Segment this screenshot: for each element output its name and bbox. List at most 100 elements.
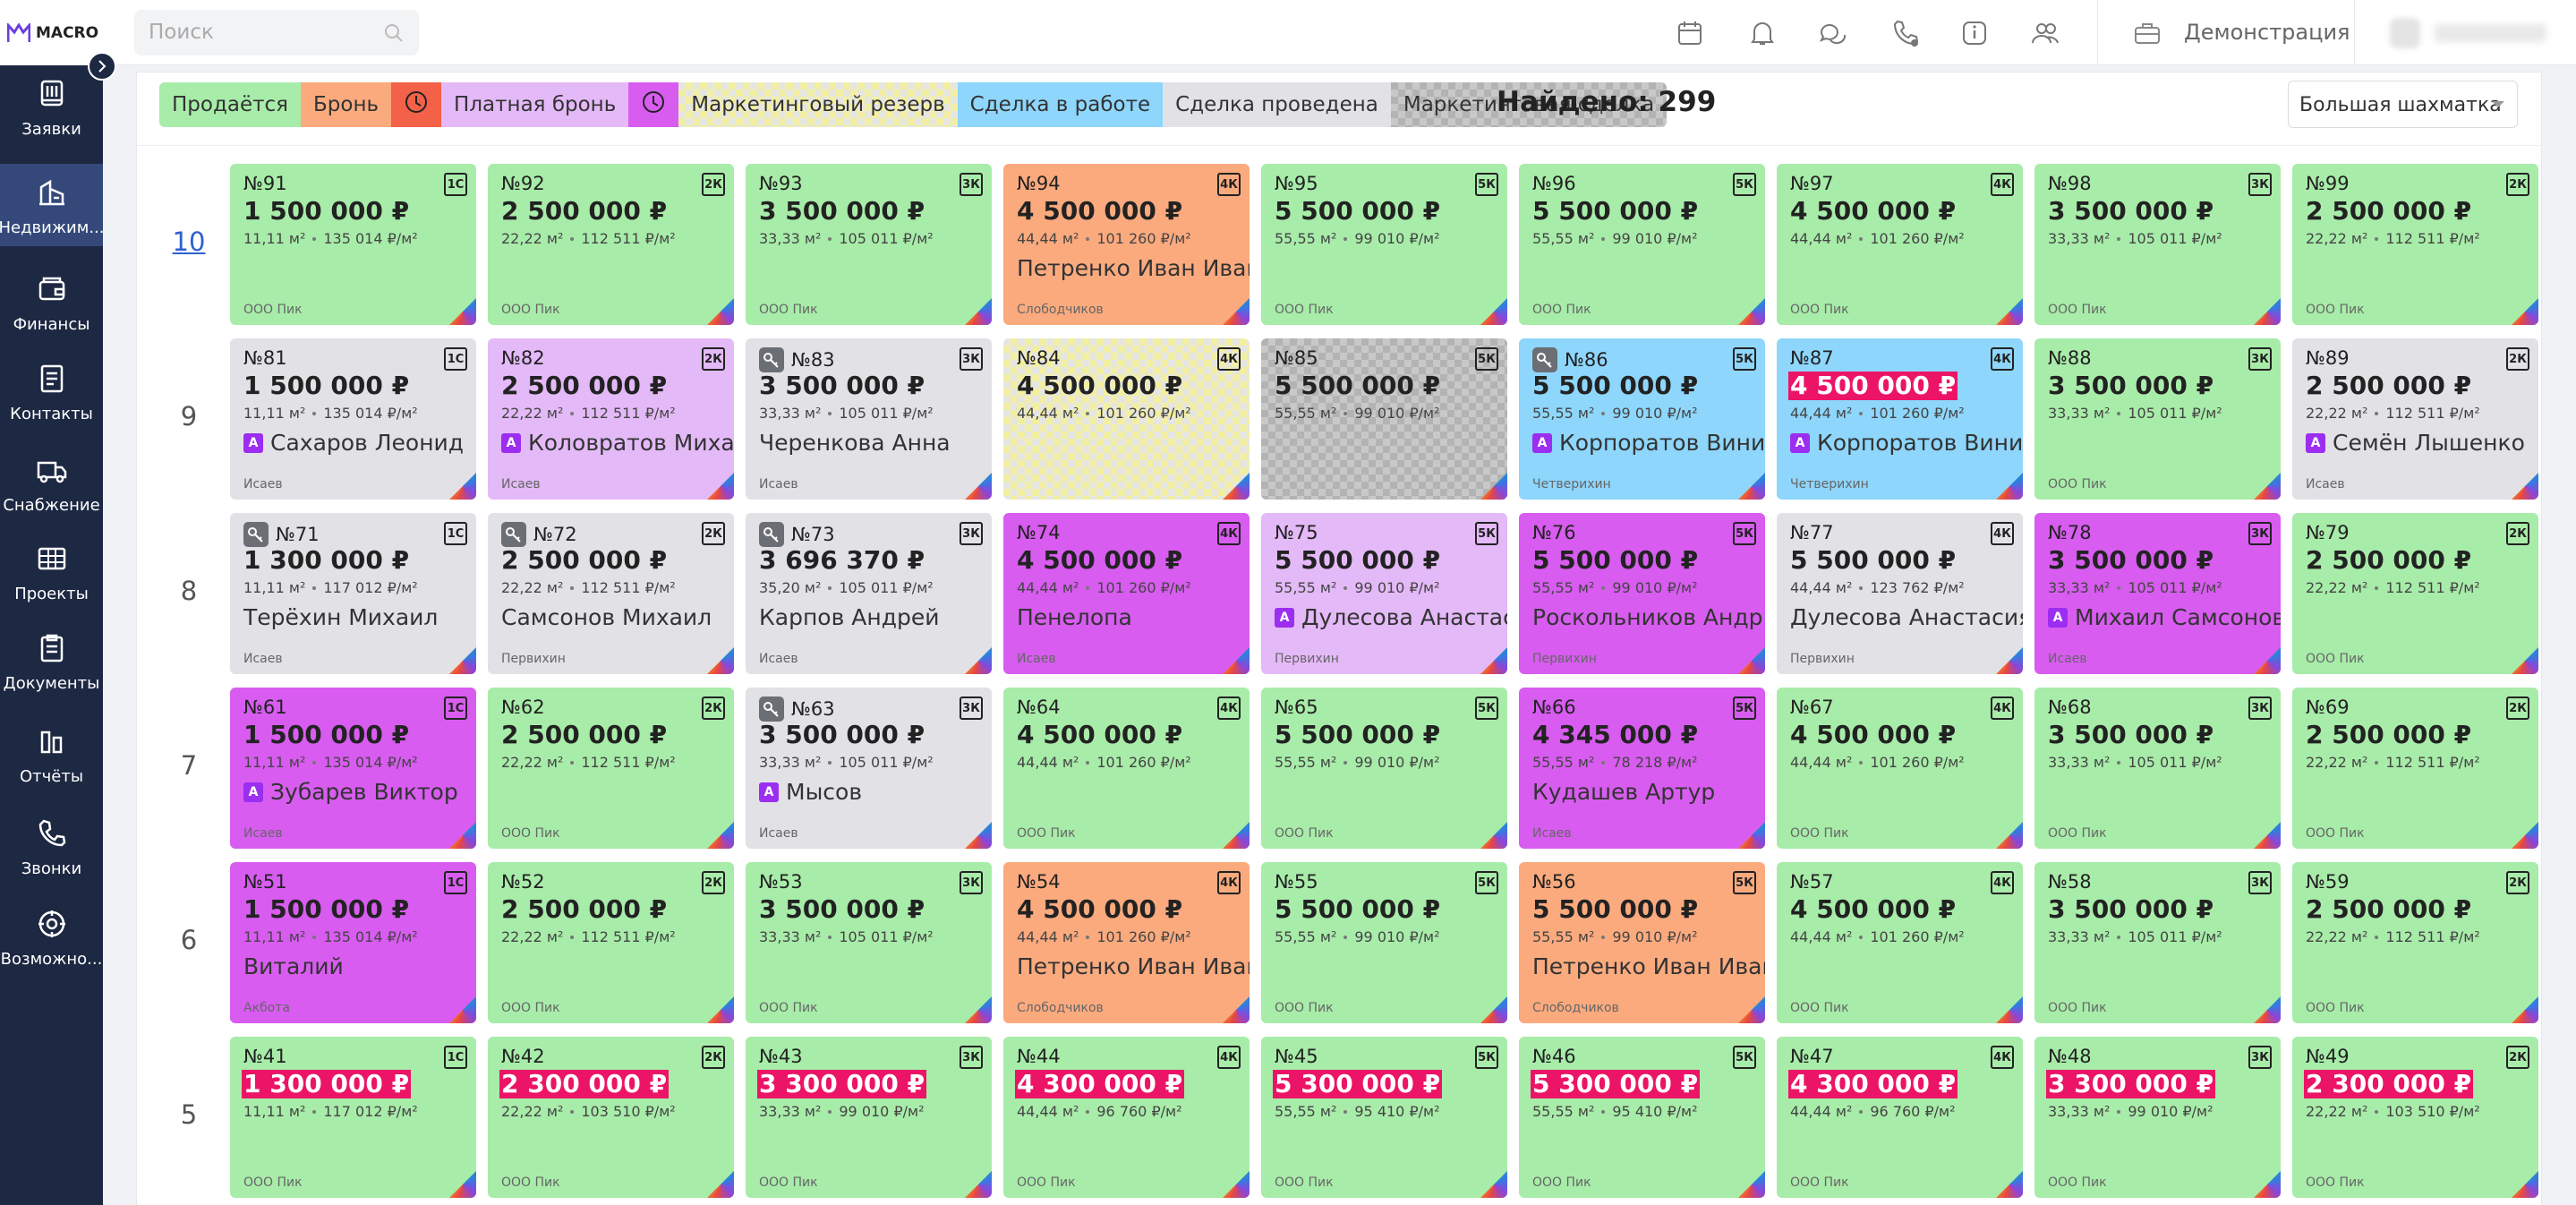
apartment-card[interactable]: №43 3К 3 300 000 ₽ 33,33 м² 99 010 ₽/м² ООО П…	[746, 1037, 992, 1198]
info-icon[interactable]	[1959, 18, 1990, 48]
apartment-card[interactable]: №56 5К 5 500 000 ₽ 55,55 м² 99 010 ₽/м² Петре…	[1519, 862, 1765, 1023]
apartment-card[interactable]: №79 2К 2 500 000 ₽ 22,22 м² 112 511 ₽/м² ООО …	[2292, 513, 2538, 674]
apartment-card[interactable]: №74 4К 4 500 000 ₽ 44,44 м² 101 260 ₽/м² Пене…	[1003, 513, 1250, 674]
apartment-card[interactable]: №68 3К 3 500 000 ₽ 33,33 м² 105 011 ₽/м² ООО …	[2034, 688, 2281, 849]
sidebar-item[interactable]: Возможно...	[0, 895, 103, 978]
apartment-card[interactable]: №88 3К 3 500 000 ₽ 33,33 м² 105 011 ₽/м² ООО …	[2034, 338, 2281, 500]
sidebar-icon	[36, 454, 68, 496]
apartment-card[interactable]: №42 2К 2 300 000 ₽ 22,22 м² 103 510 ₽/м² ООО …	[488, 1037, 734, 1198]
apartment-card[interactable]: №48 3К 3 300 000 ₽ 33,33 м² 99 010 ₽/м² ООО П…	[2034, 1037, 2281, 1198]
apartment-card[interactable]: №44 4К 4 300 000 ₽ 44,44 м² 96 760 ₽/м² ООО П…	[1003, 1037, 1250, 1198]
apartment-card[interactable]: №97 4К 4 500 000 ₽ 44,44 м² 101 260 ₽/м² ООО …	[1777, 164, 2023, 325]
price-per-meter: 105 011 ₽/м²	[2128, 579, 2222, 596]
apartment-card[interactable]: №57 4К 4 500 000 ₽ 44,44 м² 101 260 ₽/м² ООО …	[1777, 862, 2023, 1023]
apartment-card[interactable]: №78 3К 3 500 000 ₽ 33,33 м² 105 011 ₽/м² A Мих…	[2034, 513, 2281, 674]
account-name[interactable]: Демонстрация	[2184, 20, 2350, 45]
sidebar-item[interactable]: Заявки	[0, 65, 103, 148]
apartment-card[interactable]: №58 3К 3 500 000 ₽ 33,33 м² 105 011 ₽/м² ООО …	[2034, 862, 2281, 1023]
chat-icon[interactable]	[1818, 18, 1848, 48]
users-icon[interactable]	[2030, 18, 2060, 48]
apartment-card[interactable]: №75 5К 5 500 000 ₽ 55,55 м² 99 010 ₽/м² A Дуле…	[1261, 513, 1507, 674]
user-avatar[interactable]	[2390, 18, 2420, 48]
calendar-icon[interactable]	[1675, 18, 1705, 48]
apartment-card[interactable]: №72 2К 2 500 000 ₽ 22,22 м² 112 511 ₽/м² Самс…	[488, 513, 734, 674]
apartment-number: №54	[1017, 871, 1061, 893]
sidebar-item[interactable]: Звонки	[0, 805, 103, 887]
apartment-card[interactable]: №98 3К 3 500 000 ₽ 33,33 м² 105 011 ₽/м² ООО …	[2034, 164, 2281, 325]
sidebar-toggle[interactable]	[88, 52, 116, 81]
apartment-card[interactable]: №49 2К 2 300 000 ₽ 22,22 м² 103 510 ₽/м² ООО …	[2292, 1037, 2538, 1198]
apartment-card[interactable]: №53 3К 3 500 000 ₽ 33,33 м² 105 011 ₽/м² ООО …	[746, 862, 992, 1023]
apartment-card[interactable]: №66 5К 4 345 000 ₽ 55,55 м² 78 218 ₽/м² Кудаш…	[1519, 688, 1765, 849]
apartment-card[interactable]: №47 4К 4 300 000 ₽ 44,44 м² 96 760 ₽/м² ООО П…	[1777, 1037, 2023, 1198]
apartment-number: №79	[2306, 522, 2350, 543]
apartment-card[interactable]: №62 2К 2 500 000 ₽ 22,22 м² 112 511 ₽/м² ООО …	[488, 688, 734, 849]
area-row: 44,44 м² 96 760 ₽/м²	[1790, 1103, 1956, 1120]
apartment-number: №45	[1275, 1046, 1318, 1067]
sidebar-item[interactable]: Недвижим...	[0, 164, 105, 246]
apartment-card[interactable]: №64 4К 4 500 000 ₽ 44,44 м² 101 260 ₽/м² ООО …	[1003, 688, 1250, 849]
apartment-card[interactable]: №59 2К 2 500 000 ₽ 22,22 м² 112 511 ₽/м² ООО …	[2292, 862, 2538, 1023]
sidebar-item[interactable]: Документы	[0, 620, 103, 702]
logo[interactable]: MACRO	[0, 0, 103, 65]
legend-item[interactable]: Платная бронь	[441, 82, 629, 127]
sidebar-item[interactable]: Финансы	[0, 261, 103, 343]
apartment-card[interactable]: №69 2К 2 500 000 ₽ 22,22 м² 112 511 ₽/м² ООО …	[2292, 688, 2538, 849]
separator-dot	[1859, 935, 1864, 939]
apartment-card[interactable]: №51 1С 1 500 000 ₽ 11,11 м² 135 014 ₽/м² Вита…	[230, 862, 476, 1023]
legend-item[interactable]: Маркетинговая сделка	[1390, 82, 1668, 127]
apartment-card[interactable]: №45 5К 5 300 000 ₽ 55,55 м² 95 410 ₽/м² ООО П…	[1261, 1037, 1507, 1198]
sidebar-item[interactable]: Проекты	[0, 530, 103, 612]
calls-icon[interactable]	[1890, 18, 1921, 48]
apartment-card[interactable]: №65 5К 5 500 000 ₽ 55,55 м² 99 010 ₽/м² ООО П…	[1261, 688, 1507, 849]
apartment-card[interactable]: №41 1С 1 300 000 ₽ 11,11 м² 117 012 ₽/м² ООО …	[230, 1037, 476, 1198]
apartment-card[interactable]: №95 5К 5 500 000 ₽ 55,55 м² 99 010 ₽/м² ООО П…	[1261, 164, 1507, 325]
apartment-card[interactable]: №85 5К 5 500 000 ₽ 55,55 м² 99 010 ₽/м²	[1261, 338, 1507, 500]
floor-label[interactable]: 10	[172, 226, 206, 257]
legend-item[interactable]	[391, 82, 442, 127]
legend-item[interactable]	[628, 82, 679, 127]
sidebar-item[interactable]: Контакты	[0, 350, 103, 432]
apartment-card[interactable]: №86 5К 5 500 000 ₽ 55,55 м² 99 010 ₽/м² A Корп…	[1519, 338, 1765, 500]
apartment-card[interactable]: №63 3К 3 500 000 ₽ 33,33 м² 105 011 ₽/м² A Мыс…	[746, 688, 992, 849]
legend-item[interactable]: Бронь	[301, 82, 392, 127]
apartment-card[interactable]: №76 5К 5 500 000 ₽ 55,55 м² 99 010 ₽/м² Роско…	[1519, 513, 1765, 674]
apartment-card[interactable]: №99 2К 2 500 000 ₽ 22,22 м² 112 511 ₽/м² ООО …	[2292, 164, 2538, 325]
apartment-card[interactable]: №87 4К 4 500 000 ₽ 44,44 м² 101 260 ₽/м² A Кор…	[1777, 338, 2023, 500]
apartment-card[interactable]: №77 4К 5 500 000 ₽ 44,44 м² 123 762 ₽/м² Дуле…	[1777, 513, 2023, 674]
notifications-icon[interactable]	[1747, 18, 1778, 48]
sidebar-item[interactable]: Отчёты	[0, 713, 103, 795]
apartment-card[interactable]: №61 1С 1 500 000 ₽ 11,11 м² 135 014 ₽/м² A Зуб…	[230, 688, 476, 849]
legend-item[interactable]: Сделка проведена	[1163, 82, 1391, 127]
legend-item[interactable]: Продаётся	[159, 82, 301, 127]
apartment-card[interactable]: №67 4К 4 500 000 ₽ 44,44 м² 101 260 ₽/м² ООО …	[1777, 688, 2023, 849]
apartment-card[interactable]: №93 3К 3 500 000 ₽ 33,33 м² 105 011 ₽/м² ООО …	[746, 164, 992, 325]
apartment-card[interactable]: №89 2К 2 500 000 ₽ 22,22 м² 112 511 ₽/м² A Сем…	[2292, 338, 2538, 500]
sidebar-item[interactable]: Снабжение	[0, 441, 103, 524]
owner: ООО Пик	[1275, 1175, 1334, 1190]
view-select[interactable]: Большая шахматка	[2288, 81, 2518, 128]
apartment-card[interactable]: №82 2К 2 500 000 ₽ 22,22 м² 112 511 ₽/м² A Кол…	[488, 338, 734, 500]
separator-dot	[1086, 760, 1090, 765]
floor-label: 7	[180, 750, 198, 781]
apartment-card[interactable]: №54 4К 4 500 000 ₽ 44,44 м² 101 260 ₽/м² Петр…	[1003, 862, 1250, 1023]
apartment-card[interactable]: №52 2К 2 500 000 ₽ 22,22 м² 112 511 ₽/м² ООО …	[488, 862, 734, 1023]
apartment-card[interactable]: №84 4К 4 500 000 ₽ 44,44 м² 101 260 ₽/м²	[1003, 338, 1250, 500]
user-name-blurred[interactable]	[2435, 24, 2546, 42]
apartment-card[interactable]: №81 1С 1 500 000 ₽ 11,11 м² 135 014 ₽/м² A Сах…	[230, 338, 476, 500]
apartment-card[interactable]: №46 5К 5 300 000 ₽ 55,55 м² 95 410 ₽/м² ООО П…	[1519, 1037, 1765, 1198]
apartment-card[interactable]: №71 1С 1 300 000 ₽ 11,11 м² 117 012 ₽/м² Терё…	[230, 513, 476, 674]
card-header: №43	[759, 1046, 803, 1067]
apartment-card[interactable]: №92 2К 2 500 000 ₽ 22,22 м² 112 511 ₽/м² ООО …	[488, 164, 734, 325]
apartment-card[interactable]: №73 3К 3 696 370 ₽ 35,20 м² 105 011 ₽/м² Карп…	[746, 513, 992, 674]
search-input[interactable]: Поиск	[134, 10, 419, 56]
legend-item[interactable]: Сделка в работе	[957, 82, 1164, 127]
price-per-meter: 112 511 ₽/м²	[2385, 928, 2480, 945]
area: 55,55 м²	[1532, 230, 1595, 247]
apartment-card[interactable]: №91 1С 1 500 000 ₽ 11,11 м² 135 014 ₽/м² ООО …	[230, 164, 476, 325]
apartment-card[interactable]: №94 4К 4 500 000 ₽ 44,44 м² 101 260 ₽/м² Петр…	[1003, 164, 1250, 325]
apartment-card[interactable]: №55 5К 5 500 000 ₽ 55,55 м² 99 010 ₽/м² ООО П…	[1261, 862, 1507, 1023]
legend-item[interactable]: Маркетинговый резерв	[678, 82, 958, 127]
apartment-card[interactable]: №96 5К 5 500 000 ₽ 55,55 м² 99 010 ₽/м² ООО П…	[1519, 164, 1765, 325]
apartment-card[interactable]: №83 3К 3 500 000 ₽ 33,33 м² 105 011 ₽/м² Чере…	[746, 338, 992, 500]
